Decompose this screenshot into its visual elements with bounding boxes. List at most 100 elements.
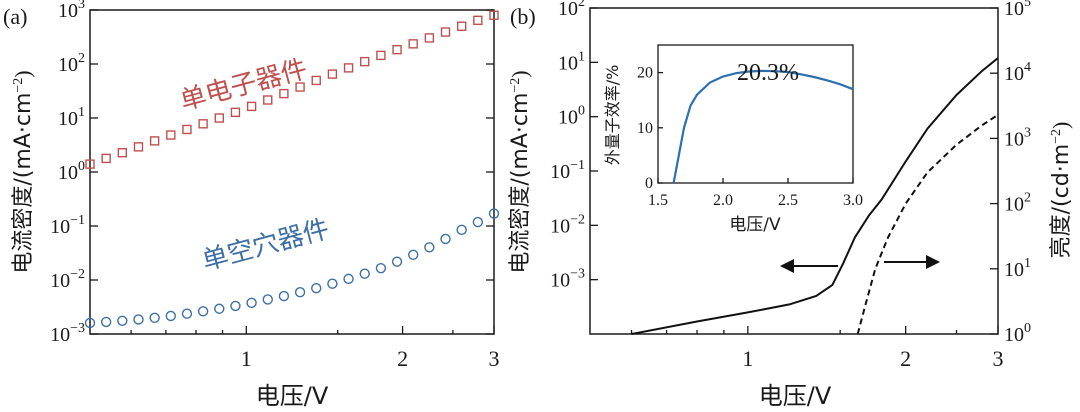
inset-xtick-label: 2.5 xyxy=(778,192,798,209)
panel-b-right-y-axis: 100 101 102 103 104 105 xyxy=(990,0,1031,346)
data-point xyxy=(182,124,192,135)
b-ytick-left-label: 10−1 xyxy=(550,158,585,183)
b-ytick-right-label: 102 xyxy=(1004,191,1031,216)
panel-b-label: (b) xyxy=(510,4,536,29)
data-point xyxy=(360,56,370,67)
panel-a-ylabel: 电流密度/(mA·cm−2) xyxy=(10,70,36,273)
data-point xyxy=(230,107,241,118)
data-point xyxy=(117,147,128,158)
data-point xyxy=(85,159,95,169)
electron-device-label: 单电子器件 xyxy=(177,54,310,117)
a-ytick-label: 10−2 xyxy=(50,267,85,292)
data-point xyxy=(198,119,208,129)
data-point xyxy=(472,216,484,228)
data-point xyxy=(295,82,305,92)
data-point xyxy=(278,290,290,302)
data-point xyxy=(279,88,289,99)
b-ytick-right-label: 100 xyxy=(1004,321,1031,346)
data-point xyxy=(311,283,322,294)
data-point xyxy=(424,33,435,43)
panel-a-y-axis: 10−3 10−2 10−1 100 101 102 103 xyxy=(50,0,494,346)
panel-a-series xyxy=(84,10,500,329)
inset-ylabel: 外量子效率/% xyxy=(603,65,622,166)
panel-b-xlabel: 电压/V xyxy=(759,382,832,410)
data-point xyxy=(84,317,96,329)
a-ytick-label: 100 xyxy=(58,159,85,184)
data-point xyxy=(408,249,419,260)
data-point xyxy=(117,315,128,327)
data-point xyxy=(359,268,370,279)
data-point xyxy=(263,95,273,105)
data-point xyxy=(214,303,225,314)
b-ytick-left-label: 100 xyxy=(558,104,585,129)
data-point xyxy=(246,297,257,309)
data-point xyxy=(424,242,435,253)
data-point xyxy=(343,273,354,285)
inset-frame xyxy=(657,44,854,184)
data-point xyxy=(149,136,160,146)
panel-b-left-y-axis: 10−3 10−2 10−1 100 101 102 xyxy=(550,0,598,292)
b-xtick-label: 2 xyxy=(900,346,911,371)
a-xtick-label: 1 xyxy=(241,346,252,371)
data-point xyxy=(440,27,451,37)
a-ytick-label: 10−1 xyxy=(50,213,85,238)
data-point xyxy=(408,39,418,49)
arrow-left-to-current-axis xyxy=(780,259,838,273)
data-point xyxy=(197,306,209,317)
data-point xyxy=(311,75,321,86)
arrow-right-to-luminance-axis xyxy=(884,255,940,269)
panel-b-x-axis: 1 2 3 xyxy=(630,326,1004,371)
b-ytick-right-label: 104 xyxy=(1004,60,1031,85)
inset-series xyxy=(672,69,854,184)
data-point xyxy=(440,233,451,245)
b-ytick-left-label: 101 xyxy=(558,49,585,74)
b-ytick-right-label: 101 xyxy=(1004,256,1031,281)
panel-b-series xyxy=(631,57,999,335)
a-xtick-label: 3 xyxy=(489,346,500,371)
panel-a-x-axis: 1 2 3 xyxy=(130,326,500,371)
data-point xyxy=(214,113,224,123)
b-ytick-left-label: 10−2 xyxy=(550,212,585,237)
eqe-curve xyxy=(672,69,854,184)
data-point xyxy=(165,310,177,322)
inset-y-axis: 0 10 20 xyxy=(637,65,663,192)
inset-ytick-label: 0 xyxy=(645,175,653,192)
inset-xtick-label: 1.5 xyxy=(648,192,668,209)
b-xtick-label: 1 xyxy=(742,346,753,371)
a-ytick-label: 10−3 xyxy=(50,321,85,346)
b-ytick-right-label: 105 xyxy=(1004,0,1031,20)
data-point xyxy=(149,312,160,323)
data-point xyxy=(488,208,500,219)
data-point xyxy=(230,300,241,312)
data-point xyxy=(391,256,403,267)
inset-xlabel: 电压/V xyxy=(729,215,781,235)
series-单电子器件 xyxy=(85,10,499,169)
panel-a-xlabel: 电压/V xyxy=(256,382,329,410)
a-xtick-label: 2 xyxy=(397,346,408,371)
data-point xyxy=(327,69,338,79)
data-point xyxy=(456,224,467,236)
data-point xyxy=(101,153,111,164)
data-point xyxy=(392,44,402,55)
data-point xyxy=(246,101,257,112)
a-ytick-label: 101 xyxy=(58,105,85,130)
series-亮度 xyxy=(856,113,999,335)
panel-b-right-ylabel: 亮度/(cd·m−2) xyxy=(1048,122,1074,259)
b-ytick-right-label: 103 xyxy=(1004,125,1031,150)
panel-b-left-ylabel: 电流密度/(mA·cm−2) xyxy=(507,70,533,273)
inset-ytick-label: 20 xyxy=(637,65,653,82)
eqe-inset: 1.5 2.0 2.5 3.0 0 10 20 电压/V 外量子效率/% 20.3% xyxy=(603,44,863,235)
data-point xyxy=(473,15,483,26)
data-point xyxy=(327,278,338,289)
series-电流密度 xyxy=(631,57,999,335)
inset-peak-annotation: 20.3% xyxy=(737,60,799,86)
data-point xyxy=(262,294,273,305)
data-point xyxy=(294,287,306,298)
data-point xyxy=(133,142,144,152)
panel-a: (a) 1 2 3 10−3 10−2 10−1 100 101 102 103 电压/V 电流… xyxy=(3,0,500,410)
data-point xyxy=(100,316,112,328)
inset-xtick-label: 2.0 xyxy=(713,192,733,209)
data-point xyxy=(375,262,387,274)
b-xtick-label: 3 xyxy=(993,346,1004,371)
